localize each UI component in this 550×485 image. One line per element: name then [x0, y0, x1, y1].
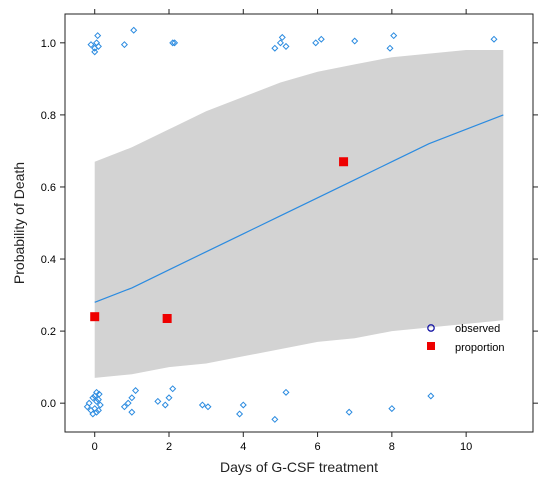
observed-point — [171, 39, 179, 47]
confidence-band-layer — [94, 50, 504, 378]
x-tick-label: 10 — [460, 441, 472, 453]
observed-points-layer — [83, 26, 498, 423]
observed-point — [239, 401, 247, 409]
observed-point — [388, 405, 396, 413]
observed-point — [169, 385, 177, 393]
observed-point — [490, 35, 498, 43]
y-tick-label: 0.0 — [41, 398, 56, 410]
y-axis-title: Probability of Death — [11, 162, 27, 284]
observed-point — [128, 408, 136, 416]
legend-proportion-label: proportion — [455, 342, 505, 354]
proportion-point — [339, 157, 349, 167]
legend-observed-label: observed — [455, 323, 500, 335]
observed-point — [87, 41, 95, 49]
observed-point — [120, 403, 128, 411]
observed-point — [94, 42, 102, 50]
x-tick-label: 2 — [166, 441, 172, 453]
observed-point — [351, 37, 359, 45]
observed-point — [278, 33, 286, 41]
observed-point — [236, 410, 244, 418]
observed-point — [94, 406, 102, 414]
y-tick-label: 0.2 — [41, 326, 56, 338]
observed-point — [120, 41, 128, 49]
observed-point — [130, 26, 138, 34]
observed-point — [128, 394, 136, 402]
proportion-point — [90, 312, 100, 322]
observed-point — [427, 392, 435, 400]
x-tick-label: 8 — [389, 441, 395, 453]
y-tick-label: 0.8 — [41, 110, 56, 122]
observed-point — [312, 39, 320, 47]
y-tick-label: 1.0 — [41, 38, 56, 50]
fit-line — [94, 114, 504, 303]
observed-point — [161, 401, 169, 409]
legend-observed-marker — [427, 324, 435, 332]
proportion-point — [162, 313, 172, 323]
observed-point — [93, 397, 101, 405]
x-tick-label: 6 — [315, 441, 321, 453]
observed-point — [386, 44, 394, 52]
observed-point — [282, 42, 290, 50]
observed-point — [89, 394, 97, 402]
legend: observed proportion — [427, 323, 505, 354]
observed-point — [390, 32, 398, 40]
observed-point — [94, 396, 102, 404]
observed-point — [94, 32, 102, 40]
observed-point — [271, 415, 279, 423]
observed-point — [95, 390, 103, 398]
x-axis-ticks: 0 2 4 6 8 10 — [92, 9, 472, 453]
observed-point — [345, 408, 353, 416]
x-tick-label: 4 — [240, 441, 246, 453]
observed-point — [169, 39, 177, 47]
observed-point — [282, 388, 290, 396]
observed-point — [96, 401, 104, 409]
plot-panel-border — [64, 13, 534, 433]
x-tick-label: 0 — [92, 441, 98, 453]
fit-line-layer — [94, 114, 504, 303]
legend-proportion-marker — [427, 342, 435, 350]
observed-point — [154, 397, 162, 405]
observed-point — [317, 35, 325, 43]
confidence-band — [94, 50, 504, 378]
observed-point — [204, 403, 212, 411]
observed-point — [91, 48, 99, 56]
y-axis-ticks: 0.0 0.2 0.4 0.6 0.8 1.0 — [41, 38, 538, 410]
observed-point — [198, 401, 206, 409]
observed-point — [132, 387, 140, 395]
y-tick-label: 0.4 — [41, 254, 56, 266]
observed-point — [124, 399, 132, 407]
y-tick-label: 0.6 — [41, 182, 56, 194]
proportion-points-layer — [90, 157, 349, 323]
observed-point — [85, 399, 93, 407]
observed-point — [165, 394, 173, 402]
observed-point — [93, 408, 101, 416]
observed-point — [276, 39, 284, 47]
x-axis-title: Days of G-CSF treatment — [220, 459, 378, 475]
observed-point — [271, 44, 279, 52]
